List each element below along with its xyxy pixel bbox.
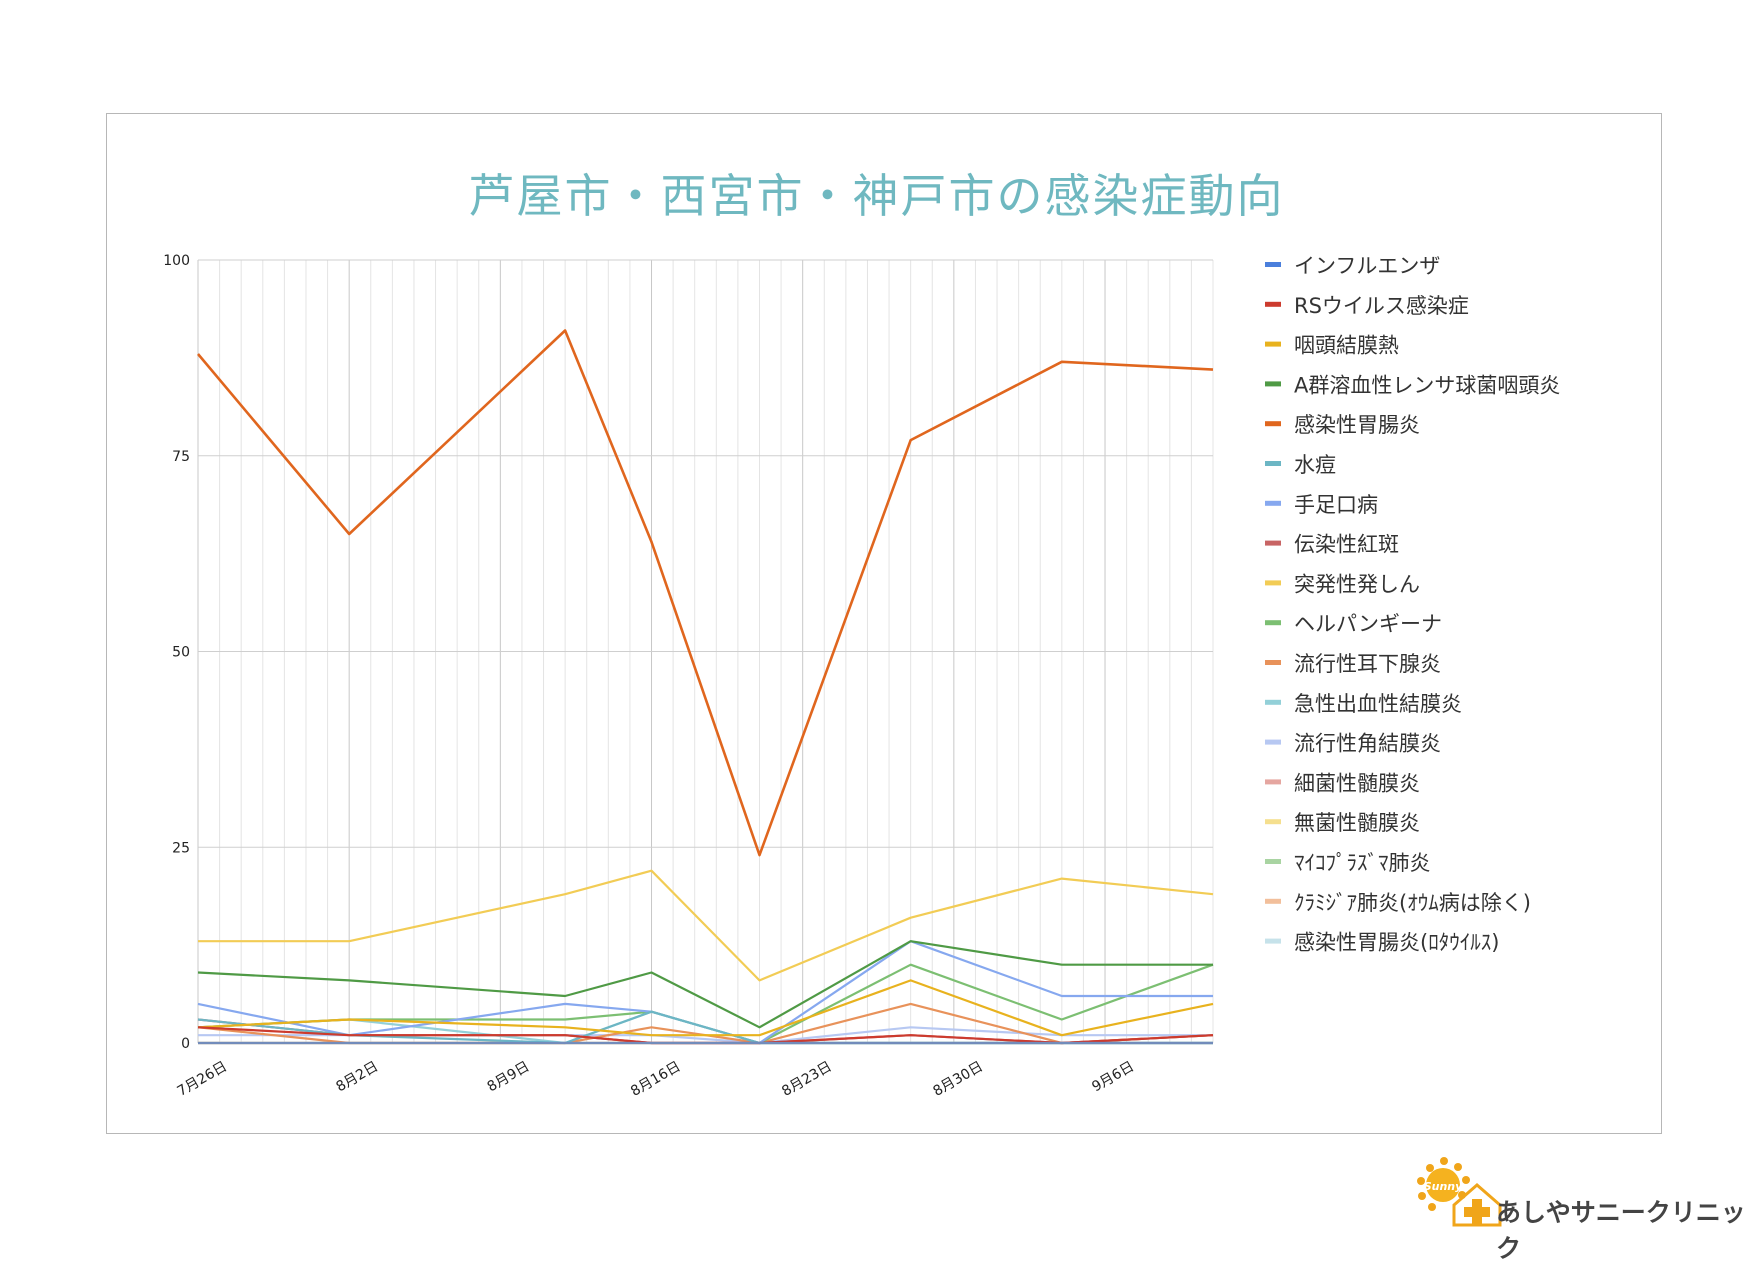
series-line-11 [197,1002,1214,1045]
x-tick-label: 8月9日 [485,1059,533,1096]
x-tick-label: 8月30日 [930,1059,985,1100]
legend-label: 無菌性髄膜炎 [1294,811,1420,835]
legend-label: ヘルパンギーナ [1294,612,1442,636]
series-line-10 [197,963,1214,1045]
legend-label: RSウイルス感染症 [1294,294,1469,318]
x-tick-label: 9月6日 [1089,1059,1137,1096]
legend-label: 突発性発しん [1294,572,1420,596]
legend-label: A群溶血性レンサ球菌咽頭炎 [1294,373,1560,397]
legend-label: 感染性胃腸炎 [1294,413,1420,437]
legend-swatch [1265,262,1281,267]
legend-label: 細菌性髄膜炎 [1294,771,1420,795]
chart-title: 芦屋市・西宮市・神戸市の感染症動向 [468,169,1285,223]
series-line-5 [197,329,1214,857]
legend-label: 流行性角結膜炎 [1294,732,1441,756]
y-tick-label: 75 [172,449,190,465]
y-tick-label: 25 [172,840,190,856]
x-tick-label: 8月16日 [628,1059,683,1100]
x-tick-label: 8月2日 [333,1059,381,1096]
legend-swatch [1265,779,1281,785]
series-line-4 [197,940,1213,1029]
series-line-9 [198,869,1214,982]
series-line-3 [197,979,1214,1037]
legend-swatch [1265,938,1281,944]
legend-label: 急性出血性結膜炎 [1294,692,1462,716]
legend-label: 咽頭結膜熱 [1294,334,1399,358]
y-tick-label: 50 [172,645,190,661]
svg-text:Sunny: Sunny [1424,1180,1463,1193]
legend-swatch [1265,859,1281,864]
legend-swatch [1265,461,1281,466]
legend-label: 流行性耳下腺炎 [1294,652,1441,676]
grid-lines [197,259,1214,1044]
legend-swatch [1265,540,1281,546]
legend-label: 伝染性紅斑 [1294,533,1399,557]
legend-swatch [1265,421,1281,427]
legend-swatch [1265,500,1281,506]
legend-label: ｸﾗﾐｼﾞｱ肺炎(ｵｳﾑ病は除く) [1294,891,1531,915]
axis-labels: 0 25 50 75 100 7月26日 8月2日 8月9日 8月16日 8月23日 8月30日 9月… [163,253,1213,1100]
legend-swatch [1265,898,1281,904]
legend-swatch [1265,301,1281,307]
legend-swatch [1265,739,1281,745]
clinic-logo: Sunny [1410,1155,1750,1230]
clinic-name: あしやサニークリニック [1496,1198,1746,1263]
legend-swatch [1265,381,1281,387]
legend-label: ﾏｲｺﾌﾟﾗｽﾞﾏ肺炎 [1294,851,1431,875]
legend-label: 感染性胃腸炎(ﾛﾀｳｲﾙｽ) [1294,931,1499,955]
legend-swatch [1265,620,1281,626]
legend-label: 手足口病 [1294,493,1378,517]
legend-swatch [1265,341,1281,347]
x-tick-label: 7月26日 [175,1059,230,1100]
legend-label: 水痘 [1294,453,1336,477]
legend-swatch [1265,580,1281,586]
sun-house-logo-icon: Sunny [1417,1157,1502,1227]
legend-swatch [1265,819,1281,825]
y-tick-label: 100 [163,253,190,269]
series-lines [197,329,1214,1045]
chart-frame [106,113,1662,1134]
y-tick-label: 0 [181,1036,190,1052]
legend-swatch [1265,660,1281,665]
legend-label: インフルエンザ [1294,254,1440,278]
x-tick-label: 8月23日 [779,1059,834,1100]
legend-swatch [1265,699,1281,705]
